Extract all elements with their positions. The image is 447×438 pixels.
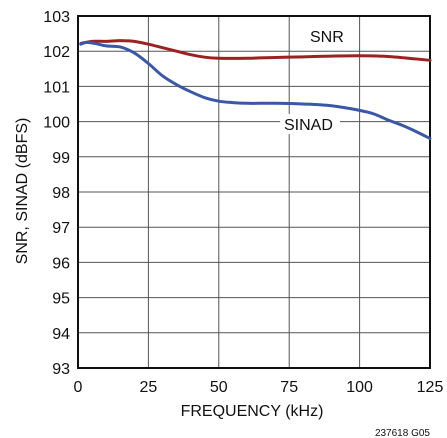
grid <box>77 15 431 369</box>
y-tick-label: 103 <box>43 9 70 26</box>
x-tick-label: 0 <box>74 379 83 396</box>
y-tick-label: 99 <box>52 150 70 167</box>
y-tick-label: 101 <box>43 79 70 96</box>
x-tick-labels: 0 25 50 75 100 125 <box>74 379 444 396</box>
y-tick-label: 93 <box>52 361 70 378</box>
y-tick-label: 94 <box>52 326 70 343</box>
y-tick-label: 95 <box>52 291 70 308</box>
x-axis-label: FREQUENCY (kHz) <box>181 403 324 420</box>
y-tick-label: 97 <box>52 220 70 237</box>
series-labels: SNR SINAD <box>280 29 344 134</box>
series-layer <box>79 39 432 140</box>
x-tick-label: 25 <box>140 379 158 396</box>
y-tick-label: 102 <box>43 44 70 61</box>
y-tick-label: 100 <box>43 115 70 132</box>
series-line-sinad <box>79 40 432 140</box>
x-tick-label: 100 <box>346 379 373 396</box>
series-label-snr: SNR <box>310 29 344 46</box>
y-axis-label: SNR, SINAD (dBFS) <box>14 118 31 265</box>
series-label-sinad: SINAD <box>284 117 333 134</box>
y-tick-labels: 93 94 95 96 97 98 99 100 101 102 103 <box>43 9 70 378</box>
y-tick-label: 96 <box>52 255 70 272</box>
x-tick-label: 75 <box>280 379 298 396</box>
figure-id: 237618 G05 <box>375 428 430 438</box>
y-tick-label: 98 <box>52 185 70 202</box>
sinad-label-background <box>280 114 340 134</box>
series-line-snr <box>79 39 432 62</box>
x-tick-label: 50 <box>210 379 228 396</box>
plot-frame <box>77 15 431 369</box>
x-tick-label: 125 <box>417 379 444 396</box>
